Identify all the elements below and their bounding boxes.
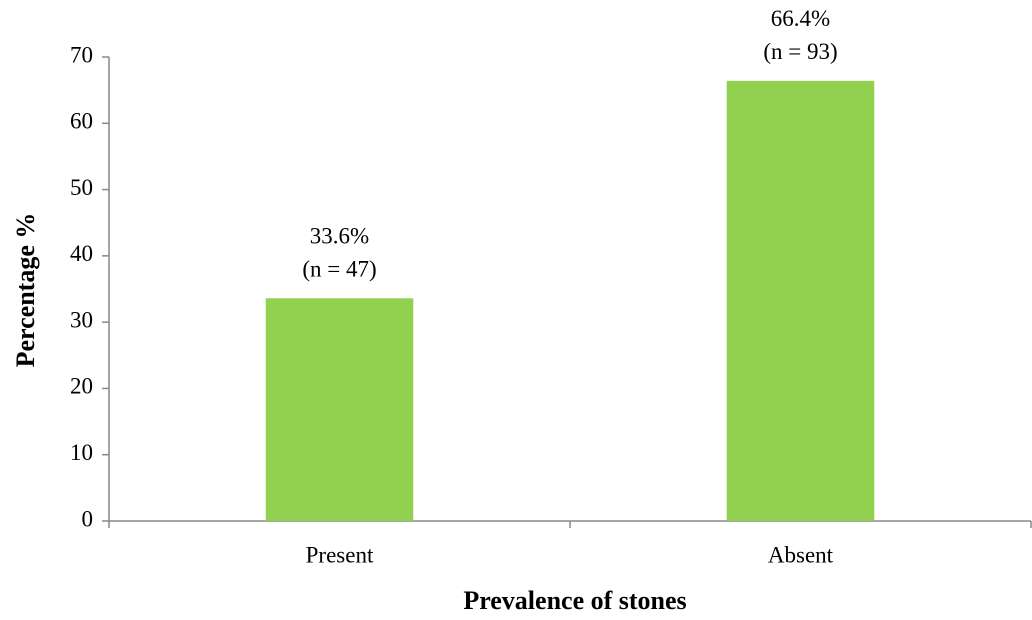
value-label: 33.6% <box>310 224 369 249</box>
bar <box>265 298 414 521</box>
y-axis-title: Percentage % <box>11 213 40 368</box>
y-tick-label: 40 <box>70 241 93 266</box>
count-label: (n = 47) <box>302 257 376 282</box>
y-tick-label: 0 <box>82 506 94 531</box>
y-tick-label: 70 <box>70 42 93 67</box>
x-tick-label: Present <box>306 542 374 567</box>
bar <box>726 80 875 521</box>
y-tick-label: 20 <box>70 374 93 399</box>
value-label: 66.4% <box>771 6 830 31</box>
y-tick-label: 50 <box>70 175 93 200</box>
y-tick-label: 30 <box>70 307 93 332</box>
x-axis-title: Prevalence of stones <box>463 586 686 615</box>
count-label: (n = 93) <box>763 39 837 64</box>
x-tick-label: Absent <box>768 542 834 567</box>
y-tick-label: 60 <box>70 109 93 134</box>
y-tick-label: 10 <box>70 440 93 465</box>
